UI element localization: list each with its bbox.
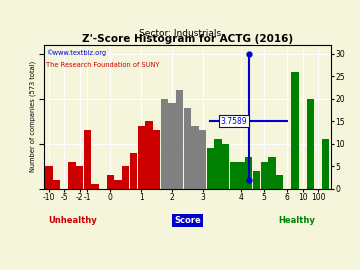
Text: Score: Score	[174, 216, 201, 225]
Bar	[130, 153, 137, 188]
Bar	[322, 139, 329, 188]
Text: Sector: Industrials: Sector: Industrials	[139, 29, 221, 38]
Bar	[215, 139, 222, 188]
Bar	[176, 90, 183, 188]
Bar	[307, 99, 314, 188]
Text: Healthy: Healthy	[278, 216, 315, 225]
Bar	[276, 175, 283, 188]
Text: Unhealthy: Unhealthy	[48, 216, 97, 225]
Bar	[76, 166, 83, 188]
Bar	[238, 161, 245, 188]
Bar	[122, 166, 130, 188]
Text: The Research Foundation of SUNY: The Research Foundation of SUNY	[46, 62, 160, 68]
Bar	[230, 161, 237, 188]
Bar	[192, 126, 199, 188]
Bar	[261, 161, 268, 188]
Bar	[138, 126, 145, 188]
Bar	[268, 157, 275, 188]
Bar	[199, 130, 206, 188]
Bar	[114, 180, 122, 188]
Bar	[107, 175, 114, 188]
Bar	[84, 130, 91, 188]
Bar	[245, 157, 252, 188]
Bar	[168, 103, 176, 188]
Bar	[253, 171, 260, 188]
Bar	[161, 99, 168, 188]
Text: 3.7589: 3.7589	[221, 117, 247, 126]
Bar	[91, 184, 99, 188]
Bar	[153, 130, 160, 188]
Title: Z'-Score Histogram for ACTG (2016): Z'-Score Histogram for ACTG (2016)	[82, 34, 293, 44]
Text: ©www.textbiz.org: ©www.textbiz.org	[46, 49, 107, 56]
Bar	[222, 144, 229, 188]
Bar	[207, 148, 214, 188]
Bar	[68, 161, 76, 188]
Bar	[145, 121, 153, 188]
Bar	[291, 72, 298, 188]
Text: Score: Score	[174, 216, 201, 225]
Y-axis label: Number of companies (573 total): Number of companies (573 total)	[30, 61, 36, 172]
Bar	[45, 166, 53, 188]
Bar	[184, 108, 191, 188]
Bar	[53, 180, 60, 188]
